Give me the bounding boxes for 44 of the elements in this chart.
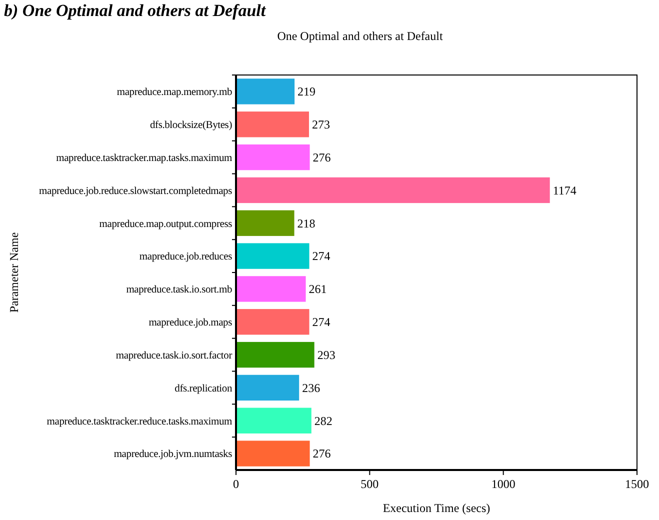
text: b) One Optimal and others at Default (4, 1, 267, 20)
y-tick-label: mapreduce.map.memory.mb (116, 87, 232, 98)
bar (236, 177, 550, 204)
x-tick-label: 0 (233, 477, 239, 491)
data-label: 274 (312, 315, 330, 330)
y-tick-label: mapreduce.job.jvm.numtasks (114, 449, 232, 460)
x-tick-label: 500 (360, 477, 379, 491)
data-label: 218 (297, 216, 316, 230)
data-label: 1174 (552, 183, 576, 198)
bar (236, 374, 300, 401)
y-tick-label: mapreduce.task.io.sort.mb (126, 284, 232, 296)
bar (236, 210, 294, 236)
bar (236, 144, 310, 170)
bar (236, 276, 306, 302)
data-label: 282 (314, 414, 332, 428)
bar (236, 78, 295, 104)
bar (236, 408, 312, 434)
y-tick-label: mapreduce.task.io.sort.factor (116, 350, 233, 362)
y-tick-label: mapreduce.tasktracker.reduce.tasks.maximum (46, 416, 232, 428)
data-label: 273 (312, 118, 330, 132)
bar (236, 342, 314, 368)
y-tick-label: dfs.blocksize(Bytes) (150, 120, 233, 132)
bar (236, 440, 310, 466)
y-tick-label: mapreduce.job.reduce.slowstart.completedmaps (39, 186, 232, 197)
bar (236, 309, 310, 335)
x-tick-label: 1500 (625, 477, 649, 491)
bar (236, 243, 310, 269)
data-label: 274 (312, 249, 330, 264)
data-label: 219 (298, 84, 316, 99)
y-tick-label: mapreduce.job.maps (148, 318, 232, 329)
data-label: 276 (312, 150, 331, 164)
y-tick-label: mapreduce.job.reduces (139, 252, 232, 263)
data-label: 261 (308, 282, 327, 296)
data-label: 276 (312, 446, 331, 461)
y-tick-label: dfs.replication (174, 383, 233, 394)
y-axis-title: Parameter Name (7, 232, 21, 313)
y-tick-label: mapreduce.tasktracker.map.tasks.maximum (56, 152, 232, 164)
data-label: 236 (302, 380, 320, 395)
x-tick-label: 1000 (491, 477, 516, 491)
y-tick-label: mapreduce.map.output.compress (99, 218, 232, 230)
data-label: 293 (317, 348, 336, 362)
x-axis-title: Execution Time (secs) (382, 501, 490, 515)
chart-title: One Optimal and others at Default (277, 29, 444, 43)
bar (236, 112, 309, 138)
